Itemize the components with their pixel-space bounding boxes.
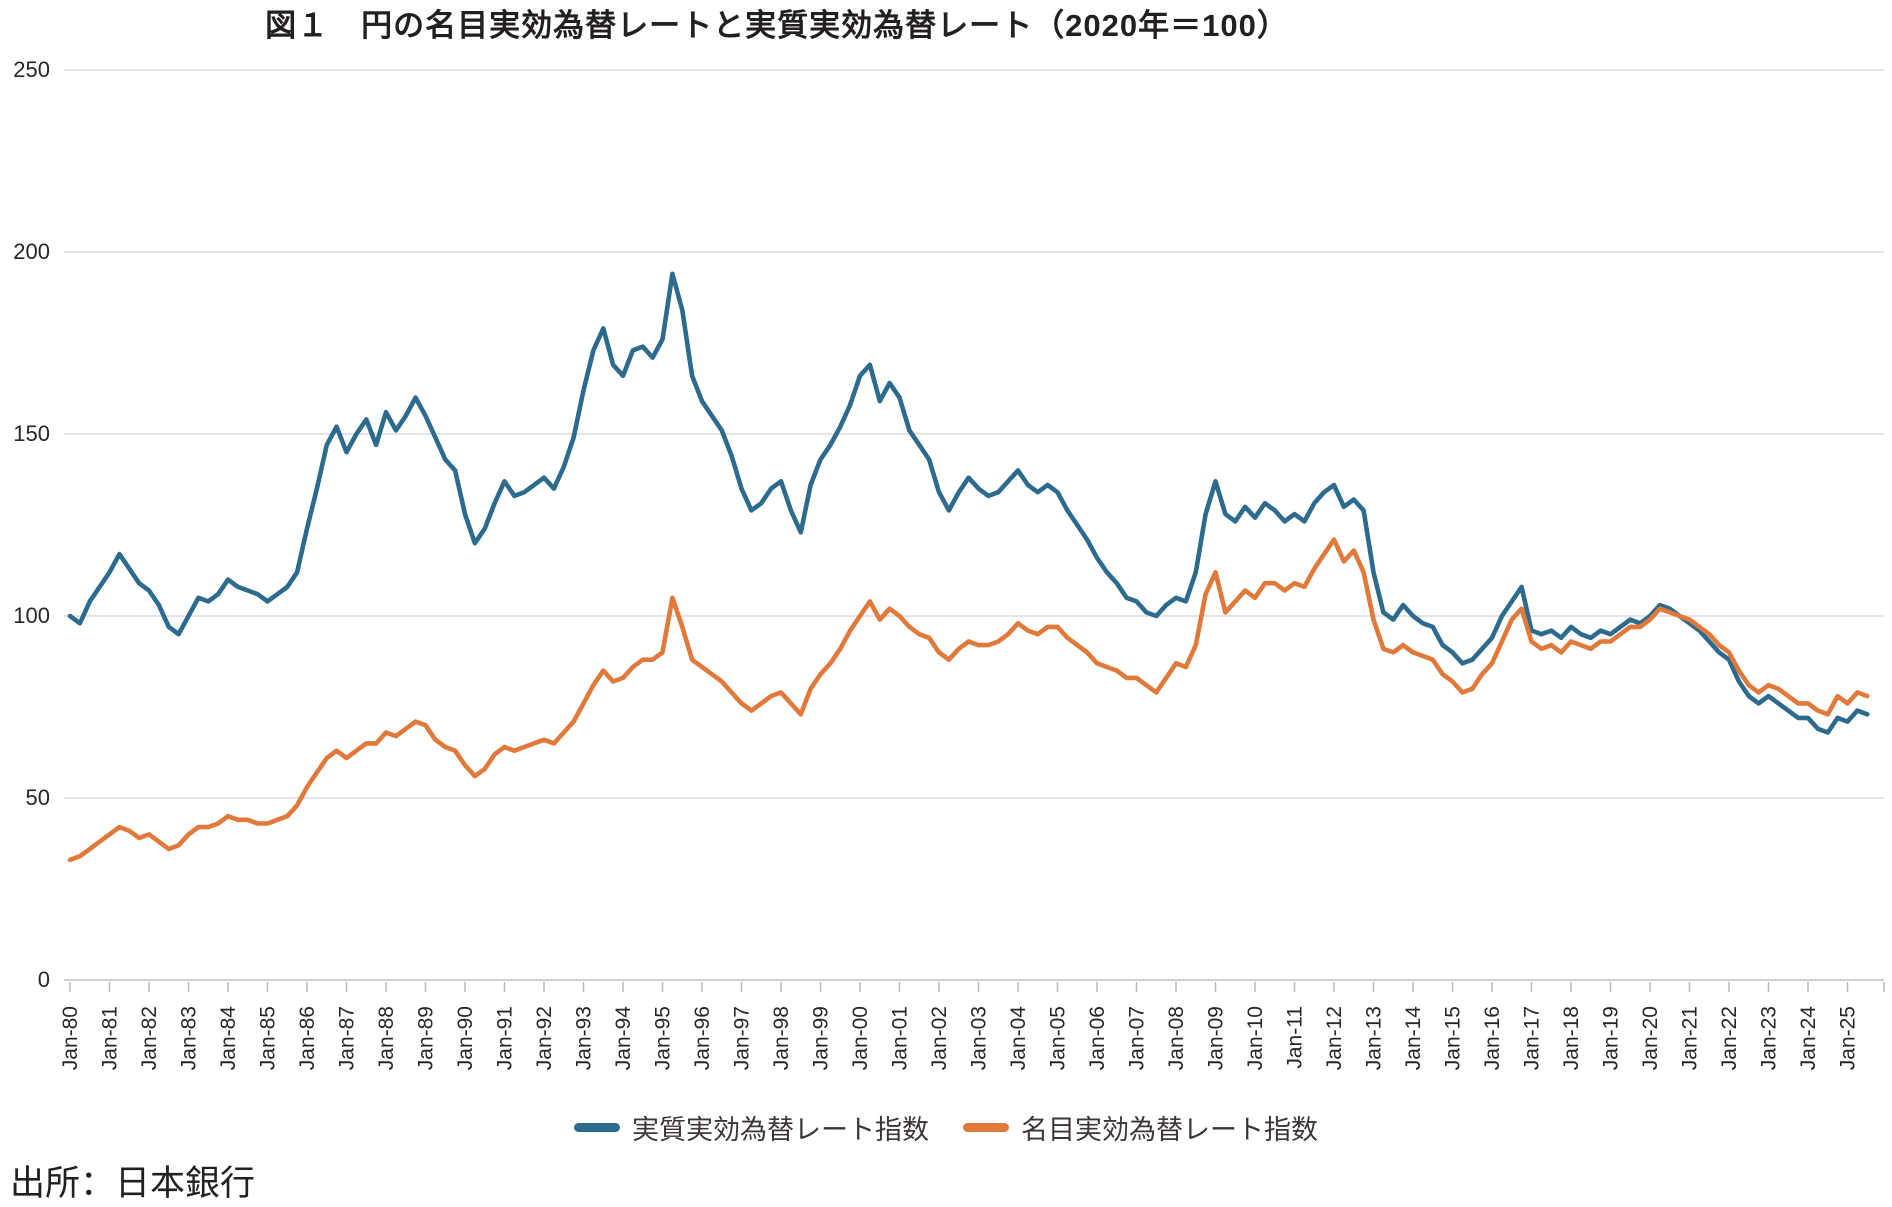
x-tick-label: Jan-14 [1402,1006,1425,1071]
y-axis: 0 50 100 150 200 250 [13,57,50,992]
x-tick-label: Jan-13 [1363,1006,1386,1070]
real-rate-legend-label: 実質実効為替レート指数 [632,1115,929,1145]
x-tick-label: Jan-16 [1481,1006,1504,1070]
gridlines [64,69,1884,981]
y-tick-label: 50 [26,785,50,810]
x-tick-label: Jan-04 [1007,1006,1030,1071]
x-tick-label: Jan-07 [1126,1006,1149,1070]
real-rate-line [67,271,1870,735]
nominal-rate-legend-label: 名目実効為替レート指数 [1021,1115,1318,1145]
x-axis: Jan-80 Jan-81 Jan-82 Jan-83 Jan-84 Jan-85 Jan-… [59,982,1885,1071]
y-tick-label: 200 [13,239,50,264]
x-tick-label: Jan-81 [99,1006,122,1070]
x-tick-label: Jan-02 [928,1006,951,1070]
x-tick-label: Jan-22 [1718,1006,1741,1070]
nominal-rate-line [67,537,1870,863]
x-tick-label: Jan-80 [59,1006,82,1070]
chart-legend: 実質実効為替レート指数 名目実効為替レート指数 [0,1108,1892,1147]
x-tick-label: Jan-24 [1797,1006,1820,1071]
x-tick-label: Jan-18 [1560,1006,1583,1070]
x-tick-label: Jan-89 [415,1006,438,1070]
x-tick-label: Jan-84 [217,1006,240,1071]
x-tick-label: Jan-10 [1244,1006,1267,1070]
y-tick-label: 100 [13,603,50,628]
x-tick-label: Jan-25 [1837,1006,1860,1070]
x-tick-label: Jan-96 [691,1006,714,1070]
x-tick-label: Jan-11 [1284,1006,1307,1069]
x-tick-label: Jan-94 [612,1006,635,1071]
y-tick-label: 150 [13,421,50,446]
x-tick-label: Jan-97 [731,1006,754,1070]
x-tick-label: Jan-19 [1600,1006,1623,1070]
x-tick-label: Jan-01 [889,1006,912,1070]
x-tick-label: Jan-08 [1165,1006,1188,1070]
x-tick-label: Jan-82 [138,1006,161,1070]
x-tick-label: Jan-00 [849,1006,872,1070]
x-tick-label: Jan-23 [1758,1006,1781,1070]
x-tick-label: Jan-90 [454,1006,477,1070]
x-tick-label: Jan-15 [1442,1006,1465,1070]
x-tick-label: Jan-03 [968,1006,991,1070]
x-tick-label: Jan-85 [257,1006,280,1070]
legend-item-nominal: 名目実効為替レート指数 [963,1108,1318,1147]
legend-item-real: 実質実効為替レート指数 [574,1108,929,1147]
x-tick-label: Jan-17 [1521,1006,1544,1070]
x-tick-label: Jan-21 [1679,1006,1702,1070]
source-note: 出所：日本銀行 [10,1164,256,1203]
x-tick-label: Jan-98 [770,1006,793,1070]
x-tick-label: Jan-20 [1639,1006,1662,1070]
x-tick-label: Jan-06 [1086,1006,1109,1070]
nominal-rate-legend-swatch [963,1123,1009,1132]
x-tick-label: Jan-83 [178,1006,201,1070]
series-lines [67,271,1870,863]
x-tick-label: Jan-93 [573,1006,596,1070]
real-rate-legend-swatch [574,1123,620,1132]
x-tick-label: Jan-86 [296,1006,319,1070]
x-tick-label: Jan-88 [375,1006,398,1070]
x-tick-label: Jan-05 [1047,1006,1070,1070]
chart-title: 図１ 円の名目実効為替レートと実質実効為替レート（2020年＝100） [265,8,1289,43]
x-tick-label: Jan-12 [1323,1006,1346,1070]
x-tick-label: Jan-95 [652,1006,675,1070]
y-tick-label: 0 [38,967,50,992]
x-tick-label: Jan-92 [533,1006,556,1070]
x-tick-label: Jan-09 [1205,1006,1228,1070]
y-tick-label: 250 [13,57,50,82]
x-tick-label: Jan-99 [810,1006,833,1070]
x-tick-label: Jan-87 [336,1006,359,1070]
x-tick-label: Jan-91 [494,1006,517,1070]
